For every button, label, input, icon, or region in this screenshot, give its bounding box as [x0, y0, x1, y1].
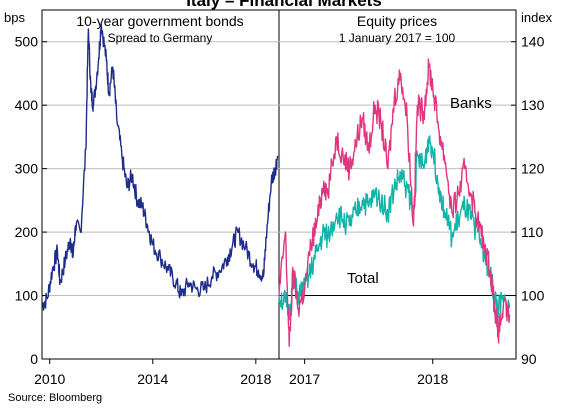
- left-panel-subtitle: Spread to Germany: [108, 31, 213, 45]
- right-axis-unit: index: [521, 10, 553, 25]
- y-tick-label: 400: [15, 97, 39, 113]
- right-panel-frame: [278, 9, 517, 360]
- right-panel-title: Equity prices: [357, 13, 437, 29]
- left-panel-title: 10-year government bonds: [76, 13, 243, 29]
- series-line-banks: [278, 58, 511, 347]
- y-tick-label: 0: [30, 351, 38, 367]
- y-tick-label: 300: [15, 161, 39, 177]
- x-tick-label: 2017: [289, 371, 320, 387]
- left-panel-frame: [41, 9, 280, 360]
- right-series-lines: [278, 58, 511, 347]
- y-tick-label: 110: [521, 224, 544, 240]
- series-line-bond-spread: [41, 22, 279, 311]
- right-y-tick-labels: 90 100 110 120 130 140: [511, 34, 545, 367]
- series-line-total: [278, 135, 511, 322]
- x-tick-label: 2018: [240, 371, 271, 387]
- left-y-tick-labels: 0 100 200 300 400 500: [15, 34, 47, 367]
- source-note: Source: Bloomberg: [8, 392, 103, 404]
- right-x-tick-labels: 2017 2018: [289, 359, 449, 387]
- left-x-tick-labels: 2010 2014 2018: [34, 359, 272, 387]
- total-series-label: Total: [347, 270, 379, 287]
- left-series-lines: [41, 22, 279, 311]
- x-tick-label: 2014: [137, 371, 168, 387]
- right-gridlines: [279, 41, 516, 297]
- left-axis-unit: bps: [4, 10, 25, 25]
- x-tick-label: 2010: [34, 371, 65, 387]
- y-tick-label: 100: [521, 288, 545, 304]
- x-tick-label: 2018: [417, 371, 448, 387]
- y-tick-label: 120: [521, 161, 545, 177]
- y-tick-label: 90: [521, 351, 537, 367]
- y-tick-label: 200: [15, 224, 39, 240]
- y-tick-label: 130: [521, 97, 545, 113]
- y-tick-label: 140: [521, 34, 545, 50]
- right-panel-subtitle: 1 January 2017 = 100: [339, 31, 456, 45]
- banks-series-label: Banks: [450, 95, 492, 112]
- figure-title: Italy – Financial Markets: [186, 0, 382, 10]
- y-tick-label: 500: [15, 34, 39, 50]
- y-tick-label: 100: [15, 288, 39, 304]
